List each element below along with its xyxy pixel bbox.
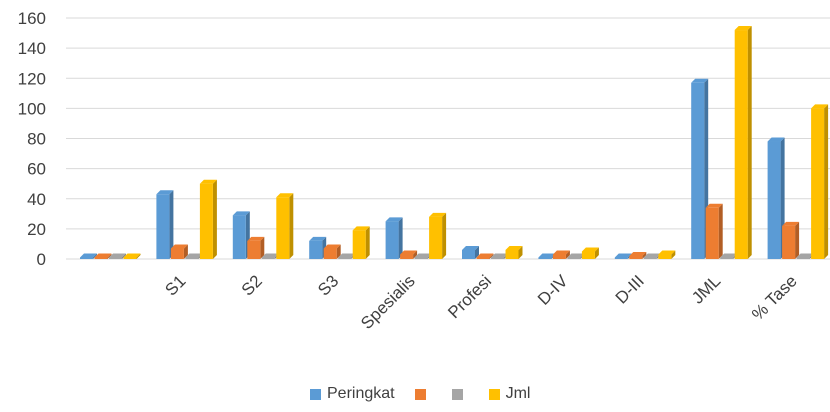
bar	[811, 104, 829, 259]
y-tick-label: 100	[18, 99, 46, 118]
x-tick-label: S2	[238, 271, 266, 299]
legend: Peringkat Jml	[310, 384, 530, 404]
x-tick-label: JML	[688, 271, 724, 307]
bar	[782, 221, 800, 259]
bar	[796, 253, 814, 259]
bar	[658, 250, 676, 259]
bar	[505, 245, 523, 259]
legend-item	[414, 388, 432, 400]
bar	[309, 236, 327, 259]
y-tick-label: 140	[18, 39, 46, 58]
legend-swatch	[451, 388, 463, 400]
x-tick-label: D-III	[612, 271, 648, 307]
legend-swatch	[310, 388, 321, 400]
bar	[538, 253, 556, 259]
bar	[643, 253, 661, 259]
x-tick-label: Profesi	[444, 271, 495, 322]
bar	[400, 250, 418, 259]
bar	[581, 247, 599, 259]
legend-label: Jml	[505, 385, 531, 402]
bar	[94, 253, 112, 259]
bar	[414, 253, 432, 259]
bar	[720, 253, 738, 259]
bar	[276, 193, 294, 259]
legend-label: Peringkat	[327, 385, 395, 402]
bar	[352, 226, 370, 259]
bar	[462, 245, 479, 259]
bar	[734, 26, 752, 259]
x-tick-label: Spesialis	[357, 271, 419, 333]
bar	[247, 236, 265, 259]
x-tick-label: S1	[161, 271, 189, 299]
y-tick-label: 160	[18, 9, 46, 28]
x-tick-label: % Tase	[748, 271, 801, 324]
y-tick-label: 80	[27, 130, 46, 149]
bar	[109, 253, 126, 259]
y-axis: 0 20 40 60 80 100 120 140 160	[18, 9, 46, 269]
bar	[323, 244, 341, 259]
bar	[123, 253, 141, 259]
y-tick-label: 120	[18, 69, 46, 88]
bar	[199, 179, 217, 259]
legend-swatch	[414, 388, 426, 400]
bar	[80, 253, 97, 259]
legend-swatch	[488, 388, 500, 400]
gridlines	[66, 17, 830, 260]
bar	[232, 211, 250, 259]
bars	[80, 26, 829, 259]
bar	[691, 78, 709, 259]
y-tick-label: 40	[27, 190, 46, 209]
legend-item: Jml	[488, 385, 531, 403]
bar	[385, 217, 403, 259]
bar	[705, 203, 723, 259]
bar	[567, 253, 585, 259]
y-tick-label: 0	[37, 250, 46, 269]
bar	[156, 190, 174, 259]
bar	[261, 253, 279, 259]
y-tick-label: 20	[27, 220, 46, 239]
x-axis: S1 S2 S3 Spesialis Profesi D-IV D-III JML % Tase	[161, 271, 800, 333]
y-tick-label: 60	[27, 160, 46, 179]
bar	[552, 250, 570, 259]
bar	[767, 137, 785, 259]
bar	[491, 253, 508, 259]
legend-item	[451, 388, 469, 400]
bar	[338, 253, 356, 259]
bar	[185, 253, 203, 259]
bar	[170, 244, 188, 259]
x-tick-label: S3	[314, 271, 342, 299]
x-tick-label: D-IV	[534, 271, 572, 309]
bar	[429, 212, 447, 259]
bar	[614, 253, 632, 259]
bar	[629, 251, 647, 259]
legend-item: Peringkat	[310, 385, 395, 403]
bar	[476, 253, 494, 259]
